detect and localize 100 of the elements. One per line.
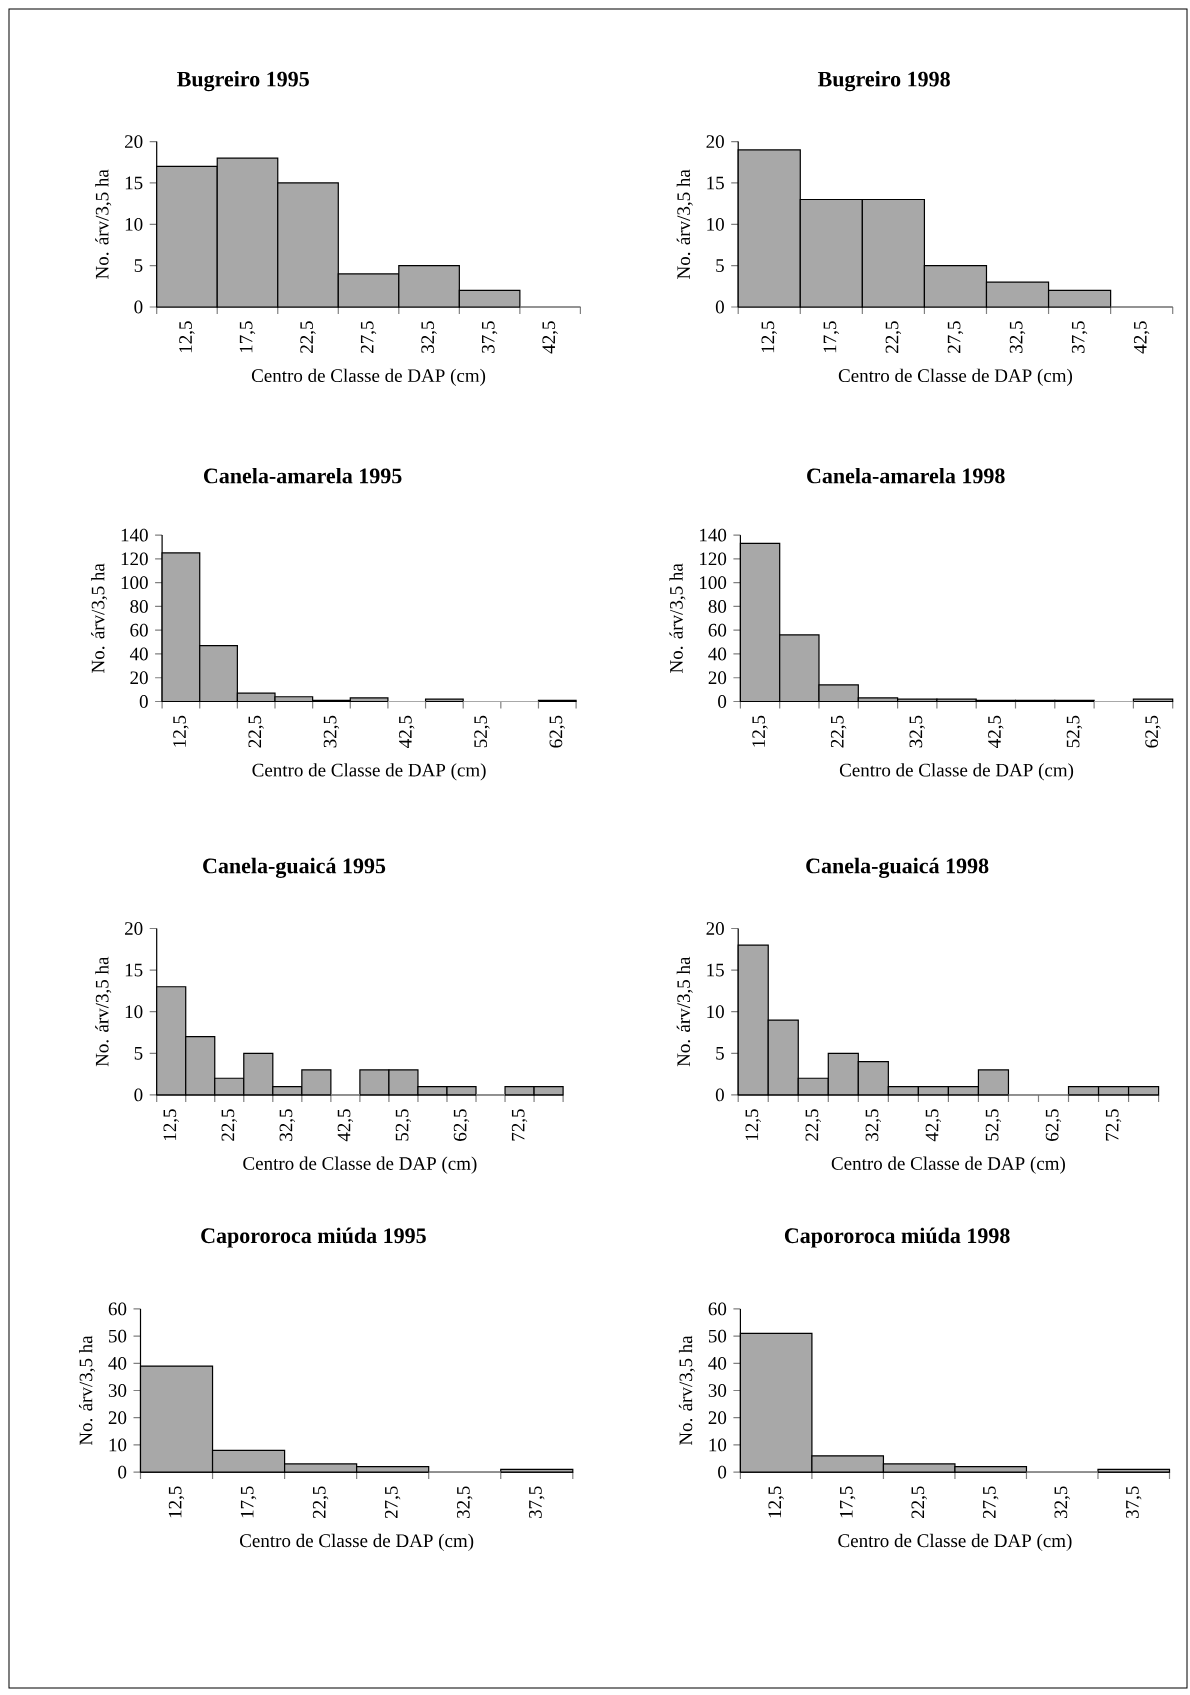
y-tick-label: 0 xyxy=(718,695,727,708)
x-axis-title: Centro de Classe de DAP (cm) xyxy=(838,1533,1072,1551)
y-tick-label: 15 xyxy=(707,176,724,190)
x-tick-label: 62,5 xyxy=(453,1109,470,1141)
x-tick-label: 17,5 xyxy=(823,321,840,353)
y-tick-label: 5 xyxy=(716,1047,724,1060)
y-tick-label: 60 xyxy=(108,1302,127,1316)
y-axis-title: No. árv/3,5 ha xyxy=(91,563,108,673)
y-axis-title: No. árv/3,5 ha xyxy=(669,563,686,673)
y-axis-title: No. árv/3,5 ha xyxy=(95,169,112,279)
x-axis-title: Centro de Classe de DAP (cm) xyxy=(252,763,486,781)
x-tick-label: 62,5 xyxy=(1145,715,1161,748)
y-axis-title: No. árv/3,5 ha xyxy=(676,956,693,1067)
y-tick-label: 10 xyxy=(709,1438,727,1452)
y-tick-label: 50 xyxy=(708,1329,727,1343)
x-tick-label: 32,5 xyxy=(456,1486,473,1518)
y-tick-label: 10 xyxy=(707,217,724,231)
x-tick-label: 12,5 xyxy=(745,1109,761,1141)
y-tick-label: 120 xyxy=(700,552,727,566)
x-tick-label: 22,5 xyxy=(248,715,264,748)
x-tick-label: 72,5 xyxy=(1105,1109,1122,1141)
x-tick-label: 62,5 xyxy=(549,715,566,748)
y-tick-label: 140 xyxy=(121,528,148,542)
y-tick-label: 20 xyxy=(706,922,724,935)
x-tick-label: 12,5 xyxy=(768,1486,784,1518)
chart-title: Canela-amarela 1998 xyxy=(807,467,1005,484)
x-tick-label: 12,5 xyxy=(168,1486,185,1518)
x-axis-title: Centro de Classe de DAP (cm) xyxy=(839,763,1074,781)
y-tick-label: 15 xyxy=(125,963,143,977)
y-tick-label: 50 xyxy=(109,1329,127,1343)
y-tick-label: 0 xyxy=(718,1465,727,1479)
y-tick-label: 5 xyxy=(134,259,143,272)
y-tick-label: 0 xyxy=(715,300,724,314)
y-tick-label: 40 xyxy=(129,647,148,661)
x-tick-label: 42,5 xyxy=(337,1109,354,1142)
y-tick-label: 10 xyxy=(109,1438,127,1452)
chart-title: Canela-amarela 1995 xyxy=(203,467,402,484)
x-tick-label: 17,5 xyxy=(839,1486,856,1518)
x-tick-label: 17,5 xyxy=(240,1486,257,1518)
y-tick-label: 5 xyxy=(716,259,724,272)
y-tick-label: 100 xyxy=(700,576,727,590)
y-tick-label: 140 xyxy=(700,528,727,542)
y-tick-label: 40 xyxy=(708,1356,727,1370)
x-tick-label: 22,5 xyxy=(911,1486,927,1519)
chart-title: Bugreiro 1995 xyxy=(177,71,309,92)
x-tick-label: 12,5 xyxy=(761,321,777,353)
x-tick-label: 22,5 xyxy=(830,715,847,748)
y-tick-label: 0 xyxy=(139,695,148,708)
y-tick-label: 15 xyxy=(125,176,143,190)
y-tick-label: 30 xyxy=(108,1384,127,1397)
y-axis-title: No. árv/3,5 ha xyxy=(678,1335,695,1446)
y-tick-label: 5 xyxy=(134,1047,143,1060)
y-tick-label: 0 xyxy=(715,1088,724,1102)
x-tick-label: 27,5 xyxy=(982,1486,999,1519)
chart-title: Canela-guaicá 1998 xyxy=(806,857,989,878)
x-tick-label: 17,5 xyxy=(239,321,256,353)
x-tick-label: 12,5 xyxy=(173,715,189,747)
x-tick-label: 37,5 xyxy=(529,1486,545,1518)
x-tick-label: 52,5 xyxy=(985,1109,1002,1141)
y-tick-label: 20 xyxy=(125,922,143,935)
x-tick-label: 27,5 xyxy=(384,1486,401,1519)
y-tick-label: 40 xyxy=(708,647,727,661)
chart-title: Canela-guaicá 1995 xyxy=(203,857,386,878)
y-tick-label: 60 xyxy=(130,623,148,637)
x-tick-label: 32,5 xyxy=(279,1109,296,1141)
x-tick-label: 42,5 xyxy=(925,1109,942,1142)
x-axis-title: Centro de Classe de DAP (cm) xyxy=(240,1533,474,1551)
chart-title: Capororoca miúda 1998 xyxy=(784,1227,1010,1248)
x-tick-label: 72,5 xyxy=(511,1109,528,1141)
y-tick-label: 20 xyxy=(708,1411,727,1425)
x-tick-label: 37,5 xyxy=(1125,1486,1142,1518)
x-tick-label: 37,5 xyxy=(1071,321,1088,353)
y-tick-label: 20 xyxy=(708,671,727,685)
x-tick-label: 52,5 xyxy=(395,1109,412,1141)
y-tick-label: 0 xyxy=(134,1088,143,1102)
x-tick-label: 32,5 xyxy=(1009,321,1026,353)
y-axis-title: No. árv/3,5 ha xyxy=(95,956,112,1067)
x-tick-label: 12,5 xyxy=(752,715,768,747)
y-tick-label: 10 xyxy=(125,217,143,231)
x-tick-label: 52,5 xyxy=(1066,715,1083,748)
y-tick-label: 0 xyxy=(118,1465,127,1479)
y-tick-label: 10 xyxy=(707,1005,724,1019)
y-tick-label: 60 xyxy=(708,623,727,637)
x-tick-label: 42,5 xyxy=(542,321,558,354)
x-axis-title: Centro de Classe de DAP (cm) xyxy=(831,1156,1065,1174)
chart-title: Capororoca miúda 1995 xyxy=(201,1227,426,1248)
x-tick-label: 32,5 xyxy=(323,715,340,748)
y-tick-label: 0 xyxy=(134,300,143,314)
y-tick-label: 120 xyxy=(121,552,148,566)
x-tick-label: 22,5 xyxy=(805,1109,822,1141)
y-tick-label: 20 xyxy=(108,1411,127,1425)
y-tick-label: 30 xyxy=(708,1384,727,1397)
x-tick-label: 22,5 xyxy=(312,1486,329,1519)
x-axis-title: Centro de Classe de DAP (cm) xyxy=(251,368,486,386)
y-tick-label: 40 xyxy=(108,1356,127,1370)
x-tick-label: 42,5 xyxy=(988,715,1004,748)
x-tick-label: 12,5 xyxy=(179,321,195,353)
x-tick-label: 12,5 xyxy=(163,1109,179,1141)
x-axis-title: Centro de Classe de DAP (cm) xyxy=(838,368,1073,386)
x-tick-label: 32,5 xyxy=(865,1109,882,1141)
